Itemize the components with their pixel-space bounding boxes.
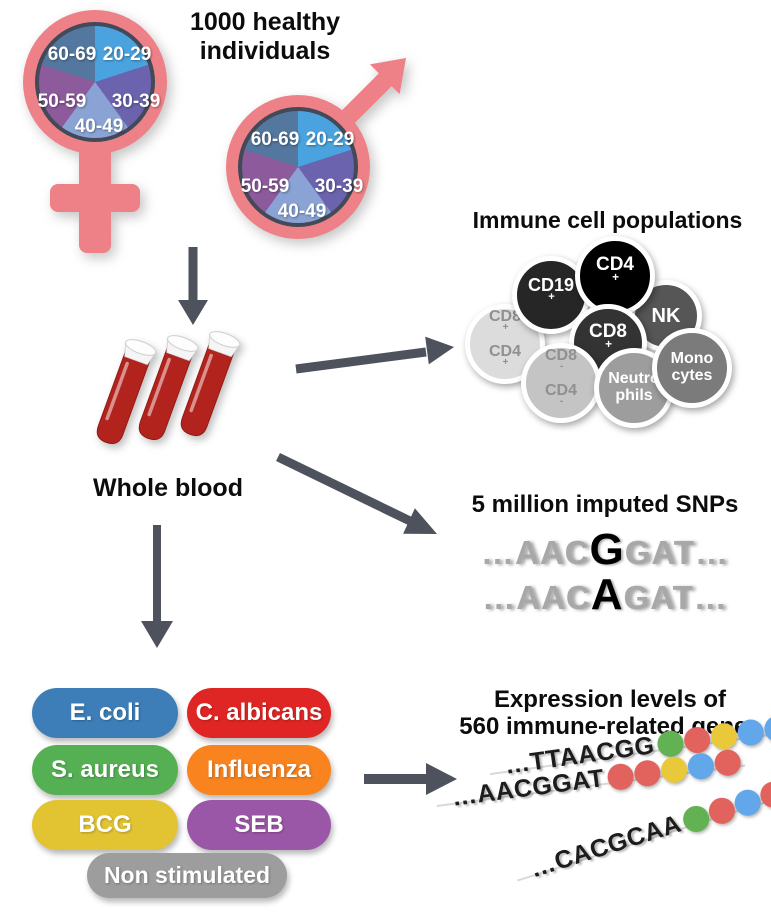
whole-blood-label: Whole blood [93,474,243,502]
cell-cd8pos-cd4pos: CD8 + CD4 + [465,304,545,384]
expression-dot-blue [730,785,764,819]
female-symbol-crossbar [50,184,140,212]
expression-dot-red [632,758,662,788]
arrow-to-stimuli [141,525,173,648]
stimulus-saureus: S. aureus [32,745,178,795]
age-label-50-59: 50-59 [240,176,290,197]
blood-tube [138,335,199,441]
age-label-50-59: 50-59 [37,91,87,112]
stimulus-calbicans: C. albicans [187,688,331,738]
age-label-40-49: 40-49 [74,116,124,137]
expression-dot-green [679,802,713,835]
male-age-pie: 20-29 30-39 40-49 50-59 60-69 [238,107,363,227]
stimulus-influenza: Influenza [187,745,331,795]
cell-cd8neg-cd4neg: CD8- CD4- [521,343,601,423]
stimulus-ecoli: E. coli [32,688,178,738]
expression-dot-blue [735,717,766,747]
age-label-60-69: 60-69 [250,129,300,150]
arrow-to-expression [364,763,457,795]
blood-tube [180,331,241,437]
snp-sequence-2: …AACAGAT… [482,570,728,619]
age-label-20-29: 20-29 [102,44,152,65]
stimulus-non-stimulated: Non stimulated [87,853,287,898]
arrow-to-snps [276,452,437,534]
expression-dot-red [705,794,738,827]
cell-cd4: CD4 + [575,236,655,316]
expression-title: Expression levels of 560 immune-related … [459,686,760,740]
female-symbol: 20-29 30-39 40-49 50-59 60-69 [15,5,205,255]
strand-sequence: …CACGCAA [526,809,685,884]
snp-sequence-1: …AACGGAT… [481,525,729,574]
expression-dot-blue [762,713,771,743]
stimulus-seb: SEB [187,800,331,850]
stimulus-bcg: BCG [32,800,178,850]
age-label-60-69: 60-69 [47,44,97,65]
snps-title: 5 million imputed SNPs [471,491,739,518]
cohort-title: 1000 healthy individuals [189,8,341,65]
age-label-30-39: 30-39 [111,91,161,112]
age-label-40-49: 40-49 [277,201,327,222]
arrow-to-whole-blood [178,247,208,325]
arrow-to-immune-cells [295,336,454,374]
expression-dot-blue [685,751,715,781]
cell-monocytes: Mono cytes [652,328,732,408]
expression-dot-yellow [659,754,689,784]
expression-dot-red [605,761,635,791]
male-symbol: 20-29 30-39 40-49 50-59 60-69 [215,45,420,245]
age-label-30-39: 30-39 [314,176,364,197]
blood-tube [96,339,157,445]
female-age-pie: 20-29 30-39 40-49 50-59 60-69 [35,22,160,142]
blood-tubes [96,331,241,445]
immune-cells-title: Immune cell populations [472,207,743,233]
male-symbol-arrow [340,58,406,125]
age-label-20-29: 20-29 [305,129,355,150]
expression-dot-red [712,747,742,777]
